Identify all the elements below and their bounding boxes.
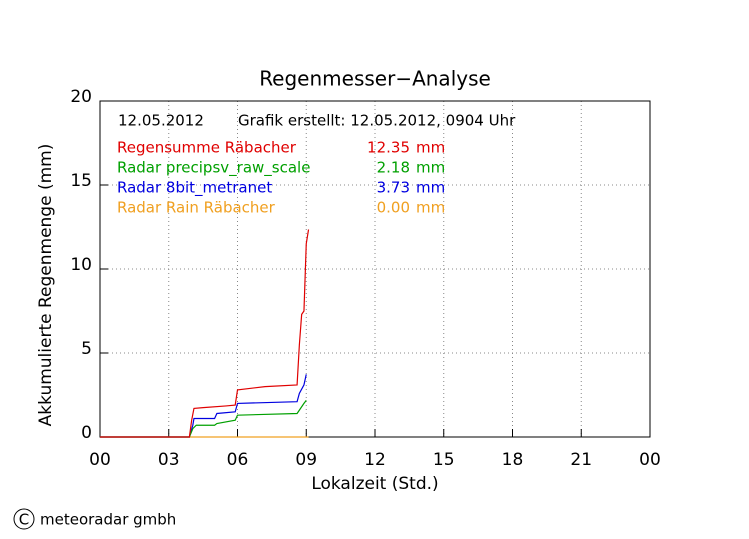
series-line [100,400,307,438]
legend-total: 2.18 [377,159,410,177]
created: Grafik erstellt: 12.05.2012, 0904 Uhr [238,112,516,130]
y-tick-label: 20 [70,87,92,107]
x-tick-label: 15 [433,450,455,470]
x-axis-label: Lokalzeit (Std.) [311,474,438,494]
legend-label: Radar 8bit_metranet [117,179,272,198]
x-tick-label: 03 [158,450,180,470]
y-tick-label: 10 [70,255,92,275]
x-tick-label: 00 [639,450,661,470]
legend-unit: mm [416,139,445,157]
x-tick-label: 00 [89,450,111,470]
legend-total: 3.73 [377,179,410,197]
x-tick-label: 12 [364,450,386,470]
legend-total: 12.35 [367,139,410,157]
legend-total: 0.00 [377,199,410,217]
footer: meteoradar gmbh [40,511,176,529]
x-tick-label: 09 [295,450,317,470]
legend-unit: mm [416,159,445,177]
x-tick-label: 21 [570,450,592,470]
legend-unit: mm [416,199,445,217]
x-tick-label: 18 [502,450,524,470]
legend-label: Radar Rain Räbacher [117,199,276,217]
x-tick-label: 06 [227,450,249,470]
legend-label: Radar precipsv_raw_scale [117,159,310,178]
legend-label: Regensumme Räbacher [117,139,297,157]
chart-title: Regenmesser−Analyse [259,67,491,91]
series-line [100,229,310,438]
y-axis-label: Akkumulierte Regenmenge (mm) [36,144,56,427]
plot-frame [99,100,651,438]
series-line [100,374,307,438]
copyright-symbol: C [19,511,29,529]
legend-unit: mm [416,179,445,197]
y-tick-label: 15 [70,171,92,191]
y-tick-label: 5 [81,339,92,359]
copyright-circle [13,508,35,530]
date: 12.05.2012 [118,112,204,130]
y-tick-label: 0 [81,423,92,443]
